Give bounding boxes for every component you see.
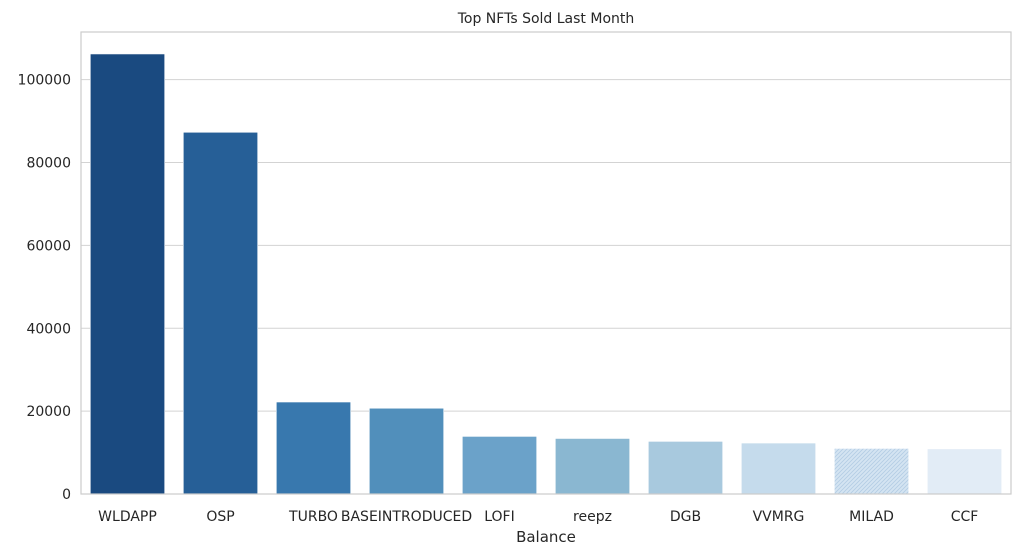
y-tick-label: 40000 xyxy=(26,321,71,337)
y-tick-label: 0 xyxy=(62,487,71,503)
y-tick-label: 60000 xyxy=(26,238,71,254)
bar-vvmrg xyxy=(740,442,816,495)
x-tick-label: BASEINTRODUCED xyxy=(341,509,472,525)
bar-dgb xyxy=(647,441,723,495)
x-tick-label: OSP xyxy=(206,509,234,525)
bar-ccf xyxy=(926,448,1002,495)
bar-wldapp xyxy=(90,53,166,495)
y-tick-label: 80000 xyxy=(26,156,71,172)
x-tick-label: MILAD xyxy=(849,509,894,525)
y-tick-label: 100000 xyxy=(18,73,71,89)
x-axis-label: Balance xyxy=(516,528,576,546)
x-tick-label: WLDAPP xyxy=(98,509,157,525)
x-axis-ticks: WLDAPP OSP TURBO BASEINTRODUCED LOFI reepz DGB… xyxy=(98,509,978,525)
y-tick-label: 20000 xyxy=(26,404,71,420)
x-tick-label: CCF xyxy=(951,509,979,525)
bars xyxy=(90,53,1002,495)
chart-title: Top NFTs Sold Last Month xyxy=(457,11,635,27)
x-tick-label: VVMRG xyxy=(753,509,805,525)
bar-turbo xyxy=(275,401,351,495)
bar-milad xyxy=(833,448,909,495)
y-axis-ticks: 0 20000 40000 60000 80000 100000 xyxy=(18,73,71,503)
bar-reepz xyxy=(554,438,630,495)
bar-osp xyxy=(183,131,259,495)
bar-lofi xyxy=(461,436,537,495)
x-tick-label: DGB xyxy=(670,509,701,525)
bar-baseintroduced xyxy=(368,407,444,495)
x-tick-label: LOFI xyxy=(484,509,515,525)
x-tick-label: reepz xyxy=(573,509,612,525)
plot-frame xyxy=(80,31,1012,495)
x-tick-label: TURBO xyxy=(288,509,338,525)
